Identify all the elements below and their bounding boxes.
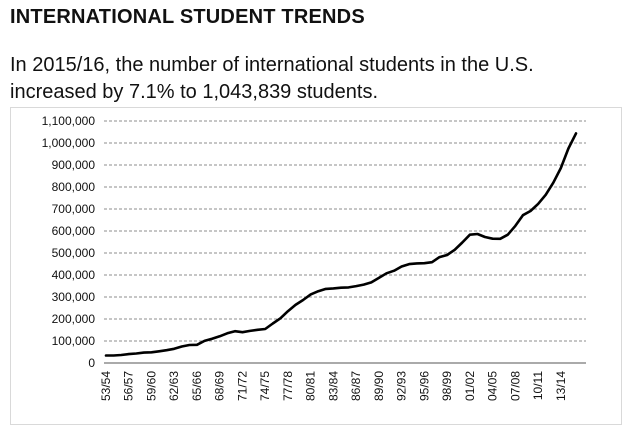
chart-frame — [10, 107, 622, 425]
x-tick-label: 13/14 — [554, 371, 568, 401]
y-tick-label: 1,000,000 — [42, 136, 96, 150]
x-tick-label: 71/72 — [235, 371, 249, 401]
y-tick-label: 600,000 — [52, 224, 96, 238]
x-tick-label: 89/90 — [372, 371, 386, 401]
x-tick-label: 04/05 — [486, 371, 500, 401]
y-tick-label: 400,000 — [52, 268, 96, 282]
x-tick-label: 74/75 — [258, 371, 272, 401]
x-tick-label: 65/66 — [190, 371, 204, 401]
y-tick-label: 700,000 — [52, 202, 96, 216]
y-tick-label: 100,000 — [52, 334, 96, 348]
x-tick-label: 10/11 — [531, 371, 545, 400]
x-tick-label: 53/54 — [99, 371, 113, 401]
x-tick-label: 83/84 — [326, 371, 340, 401]
x-tick-label: 77/78 — [281, 371, 295, 401]
y-tick-label: 200,000 — [52, 312, 96, 326]
y-tick-label: 800,000 — [52, 180, 96, 194]
x-tick-label: 56/57 — [122, 371, 136, 401]
series-line — [104, 132, 578, 357]
x-tick-label: 92/93 — [395, 371, 409, 401]
summary-line-2: increased by 7.1% to 1,043,839 students. — [10, 81, 379, 103]
x-tick-label: 95/96 — [417, 371, 431, 401]
y-tick-label: 1,100,000 — [42, 114, 96, 128]
x-tick-label: 62/63 — [167, 371, 181, 401]
x-tick-label: 07/08 — [508, 371, 522, 401]
y-tick-label: 0 — [88, 356, 95, 370]
y-tick-label: 900,000 — [52, 158, 96, 172]
summary-line-1: In 2015/16, the number of international … — [10, 54, 534, 76]
x-tick-label: 80/81 — [304, 371, 318, 401]
summary-text: In 2015/16, the number of international … — [10, 52, 622, 106]
page-title: INTERNATIONAL STUDENT TRENDS — [10, 6, 365, 28]
y-tick-label: 300,000 — [52, 290, 96, 304]
x-tick-label: 01/02 — [463, 371, 477, 401]
x-tick-label: 59/60 — [144, 371, 158, 401]
y-tick-label: 500,000 — [52, 246, 96, 260]
x-tick-label: 68/69 — [213, 371, 227, 401]
x-tick-label: 98/99 — [440, 371, 454, 401]
x-tick-label: 86/87 — [349, 371, 363, 401]
